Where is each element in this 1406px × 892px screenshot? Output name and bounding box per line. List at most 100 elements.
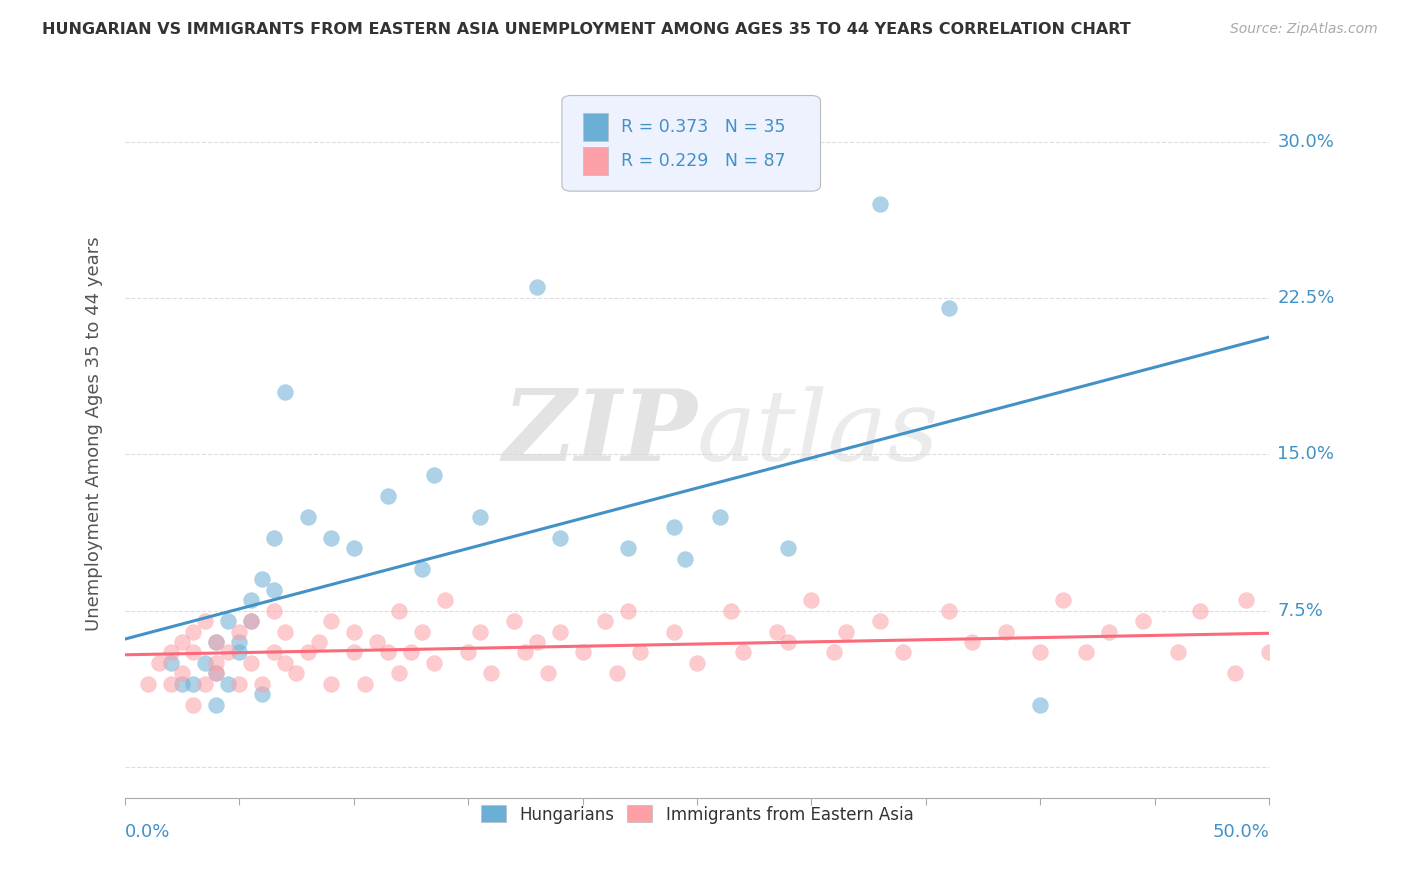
Point [250, 677, 273, 691]
Legend: Hungarians, Immigrants from Eastern Asia: Hungarians, Immigrants from Eastern Asia [474, 798, 920, 830]
Point [1098, 624, 1121, 639]
Point [250, 687, 273, 701]
Point [423, 468, 446, 483]
Point [205, 666, 228, 681]
Point [205, 666, 228, 681]
Text: HUNGARIAN VS IMMIGRANTS FROM EASTERN ASIA UNEMPLOYMENT AMONG AGES 35 TO 44 YEARS: HUNGARIAN VS IMMIGRANTS FROM EASTERN ASI… [42, 22, 1130, 37]
Point [548, 531, 571, 545]
FancyBboxPatch shape [582, 147, 607, 175]
Point [595, 614, 617, 628]
Text: 30.0%: 30.0% [1278, 133, 1334, 151]
Point [228, 645, 250, 659]
Y-axis label: Unemployment Among Ages 35 to 44 years: Unemployment Among Ages 35 to 44 years [86, 236, 103, 631]
Point [686, 656, 709, 670]
Point [217, 614, 239, 628]
Text: R = 0.373   N = 35: R = 0.373 N = 35 [621, 118, 786, 136]
Point [1052, 593, 1074, 607]
Point [239, 614, 262, 628]
Point [194, 677, 217, 691]
Point [263, 582, 285, 597]
Point [297, 645, 319, 659]
Point [1234, 593, 1257, 607]
Point [194, 656, 217, 670]
Point [468, 509, 491, 524]
Point [239, 656, 262, 670]
Point [709, 509, 731, 524]
Point [1166, 645, 1188, 659]
Point [319, 614, 342, 628]
Point [399, 645, 422, 659]
Point [319, 531, 342, 545]
Point [205, 635, 228, 649]
Point [800, 593, 823, 607]
Point [194, 614, 217, 628]
Point [205, 656, 228, 670]
Point [662, 624, 685, 639]
Point [834, 624, 856, 639]
Point [731, 645, 754, 659]
Point [183, 645, 205, 659]
Point [274, 384, 297, 399]
Point [1326, 614, 1348, 628]
Point [263, 645, 285, 659]
Point [1029, 645, 1052, 659]
Point [159, 645, 181, 659]
Point [183, 698, 205, 712]
Point [1189, 604, 1212, 618]
Point [250, 573, 273, 587]
Point [617, 541, 640, 556]
Point [170, 635, 193, 649]
Text: R = 0.229   N = 87: R = 0.229 N = 87 [621, 153, 786, 170]
Point [515, 645, 537, 659]
Point [308, 635, 330, 649]
Point [159, 677, 181, 691]
Point [228, 624, 250, 639]
Point [159, 656, 181, 670]
Point [183, 677, 205, 691]
Point [606, 666, 628, 681]
Point [217, 677, 239, 691]
Point [377, 645, 399, 659]
Point [388, 666, 411, 681]
FancyBboxPatch shape [562, 95, 821, 191]
Point [377, 489, 399, 503]
Point [778, 541, 800, 556]
Point [1258, 645, 1281, 659]
Point [274, 624, 297, 639]
Point [170, 677, 193, 691]
Point [263, 604, 285, 618]
Point [1132, 614, 1154, 628]
Point [1029, 698, 1052, 712]
Point [675, 551, 697, 566]
Point [423, 656, 446, 670]
Point [366, 635, 388, 649]
Point [285, 666, 308, 681]
Text: 15.0%: 15.0% [1278, 445, 1334, 463]
Point [228, 635, 250, 649]
Point [205, 698, 228, 712]
Point [869, 197, 891, 211]
Point [1223, 666, 1246, 681]
Point [548, 624, 571, 639]
Text: atlas: atlas [697, 386, 939, 481]
Point [411, 562, 433, 576]
Point [239, 614, 262, 628]
Point [319, 677, 342, 691]
Point [720, 604, 742, 618]
Point [263, 531, 285, 545]
Point [617, 604, 640, 618]
Point [354, 677, 377, 691]
Point [1281, 624, 1303, 639]
Point [170, 666, 193, 681]
Point [136, 677, 159, 691]
Point [274, 656, 297, 670]
Point [526, 635, 548, 649]
Text: 7.5%: 7.5% [1278, 602, 1323, 620]
Point [891, 645, 914, 659]
Point [1395, 645, 1406, 659]
Text: 50.0%: 50.0% [1212, 823, 1270, 841]
Point [1372, 624, 1395, 639]
Point [468, 624, 491, 639]
Point [778, 635, 800, 649]
Point [479, 666, 502, 681]
